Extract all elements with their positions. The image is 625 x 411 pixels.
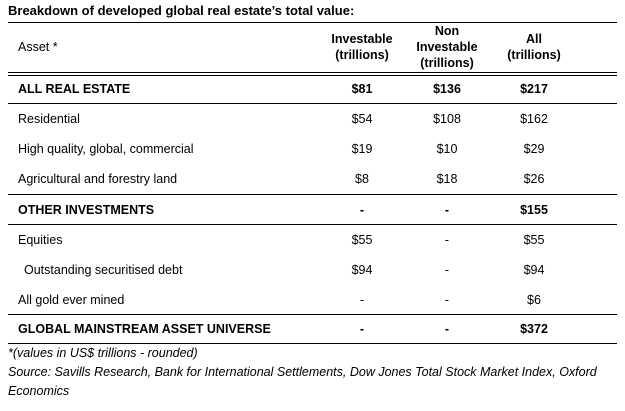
table-cell: $162	[520, 112, 548, 126]
header-cell: Asset *	[18, 40, 58, 54]
table-cell: $217	[520, 82, 548, 96]
header-cell: (trillions)	[507, 48, 561, 62]
table-cell: -	[359, 322, 365, 336]
table-cell: GLOBAL MAINSTREAM ASSET UNIVERSE	[18, 322, 271, 336]
table-cell: -	[444, 233, 450, 247]
table-cell: All gold ever mined	[18, 293, 125, 307]
note: *(values in US$ trillions - rounded)	[8, 346, 198, 360]
table-cell: OTHER INVESTMENTS	[18, 203, 155, 217]
header-cell: (trillions)	[335, 48, 389, 62]
table-cell: High quality, global, commercial	[18, 142, 194, 156]
table-cell: Residential	[18, 112, 80, 126]
rule	[8, 224, 617, 225]
table-cell: $6	[527, 293, 541, 307]
table-cell: $8	[355, 172, 369, 186]
rule	[8, 22, 617, 23]
table-cell: $81	[351, 82, 373, 96]
table-cell: $372	[520, 322, 548, 336]
rule	[8, 343, 617, 344]
rule	[8, 72, 617, 73]
table-cell: $18	[436, 172, 458, 186]
note: Source: Savills Research, Bank for Inter…	[8, 365, 597, 379]
table-cell: $29	[523, 142, 545, 156]
header-cell: Investable	[416, 40, 478, 54]
table-cell: -	[359, 203, 365, 217]
rule	[8, 103, 617, 104]
rule	[8, 314, 617, 315]
note: Economics	[8, 384, 70, 398]
table-cell: $94	[351, 263, 373, 277]
table-cell: $94	[523, 263, 545, 277]
table-cell: Outstanding securitised debt	[24, 263, 183, 277]
header-cell: (trillions)	[420, 56, 474, 70]
rule	[8, 194, 617, 195]
table-cell: Equities	[18, 233, 63, 247]
table-cell: $19	[351, 142, 373, 156]
rule	[8, 75, 617, 76]
table-cell: $54	[351, 112, 373, 126]
table-cell: -	[444, 203, 450, 217]
title: Breakdown of developed global real estat…	[8, 3, 355, 18]
table-cell: -	[444, 322, 450, 336]
table-cell: $55	[351, 233, 373, 247]
table-cell: -	[444, 263, 450, 277]
table-cell: $136	[433, 82, 461, 96]
table-cell: $10	[436, 142, 458, 156]
header-cell: Investable	[331, 32, 393, 46]
table-cell: ALL REAL ESTATE	[18, 82, 131, 96]
table-cell: -	[444, 293, 450, 307]
header-cell: All	[526, 32, 542, 46]
table-cell: -	[359, 293, 365, 307]
table-cell: $26	[523, 172, 545, 186]
table-cell: Agricultural and forestry land	[18, 172, 178, 186]
table-cell: $108	[433, 112, 461, 126]
table-cell: $155	[520, 203, 548, 217]
header-cell: Non	[434, 24, 460, 38]
table-cell: $55	[523, 233, 545, 247]
